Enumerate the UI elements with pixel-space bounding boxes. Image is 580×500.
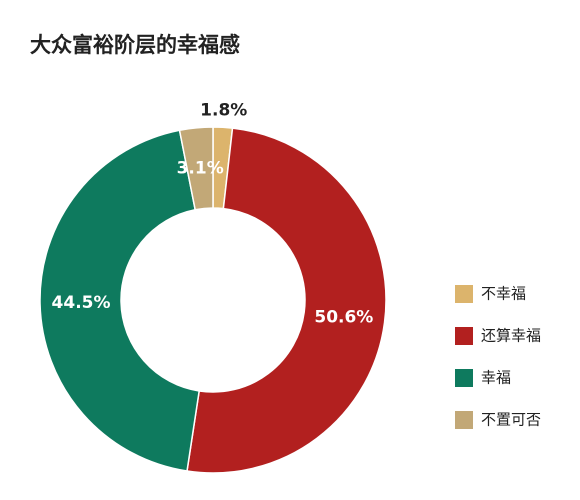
donut-segment <box>39 129 201 472</box>
value-label: 44.5% <box>52 293 111 313</box>
legend-label: 还算幸福 <box>481 327 541 345</box>
legend-swatch <box>455 285 473 303</box>
donut-segment <box>178 126 214 211</box>
legend-swatch <box>455 411 473 429</box>
chart-title: 大众富裕阶层的幸福感 <box>30 33 240 57</box>
legend-label: 不置可否 <box>481 411 541 429</box>
legend-swatch <box>455 327 473 345</box>
legend-label: 不幸福 <box>481 285 526 303</box>
value-label: 1.8% <box>200 100 247 120</box>
legend-label: 幸福 <box>481 369 511 387</box>
donut-segment <box>186 127 387 474</box>
value-label: 50.6% <box>314 307 373 327</box>
legend-swatch <box>455 369 473 387</box>
value-label: 3.1% <box>177 159 224 179</box>
